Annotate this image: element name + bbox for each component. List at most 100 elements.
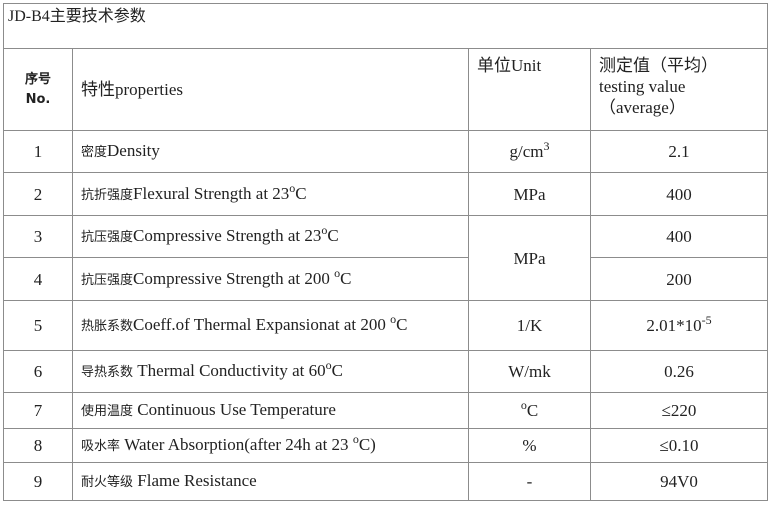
- row-no-text: 6: [33, 362, 43, 381]
- value-text: ≤0.10: [659, 436, 699, 455]
- header-value-text: 测定值（平均）testing value（average）: [599, 56, 718, 117]
- value: 2.1: [589, 130, 769, 173]
- unit-text: -: [526, 472, 533, 491]
- table-title: JD-B4主要技术参数: [2, 3, 769, 49]
- property-text: C: [340, 268, 352, 288]
- header-no-zh: 序号: [24, 71, 51, 87]
- row-no: 5: [3, 300, 73, 351]
- unit: %: [468, 428, 591, 463]
- header-value: 测定值（平均）testing value（average）: [589, 48, 769, 131]
- unit: oC: [468, 392, 591, 429]
- unit-text: %: [522, 436, 537, 455]
- row-no-text: 8: [33, 436, 43, 455]
- property-text: 耐火等级: [81, 475, 134, 490]
- property-text: Flame Resistance: [133, 471, 257, 490]
- value: 94V0: [589, 462, 769, 501]
- row-no: 7: [3, 392, 73, 429]
- property-text: Compressive Strength at 23: [133, 226, 322, 245]
- table-row: 2 抗折强度Flexural Strength at 23oC MPa 400: [3, 172, 769, 216]
- property-text: Water Absorption(after 24h at 23: [120, 435, 353, 454]
- unit-sup: o: [520, 398, 527, 412]
- row-no: 1: [3, 130, 73, 173]
- value: 200: [589, 257, 769, 301]
- unit-text: C: [526, 401, 539, 420]
- property-text: 密度: [81, 145, 108, 160]
- row-no: 8: [3, 428, 73, 463]
- table-row: 5 热胀系数Coeff.of Thermal Expansionat at 200…: [3, 300, 769, 351]
- property-text: C): [358, 435, 376, 454]
- header-row: 序号 No. 特性properties 单位Unit 测定值（平均）testing…: [3, 48, 769, 131]
- header-property: 特性properties: [72, 48, 469, 131]
- header-unit-text: 单位Unit: [477, 56, 542, 75]
- property-text: Flexural Strength at 23: [133, 183, 290, 203]
- table-row: 9 耐火等级 Flame Resistance - 94V0: [3, 462, 769, 501]
- property-text: 使用温度: [81, 404, 134, 419]
- table-row: 1 密度Density g/cm3 2.1: [3, 130, 769, 173]
- unit-text: 1/K: [516, 316, 543, 335]
- property-sup: o: [325, 358, 332, 372]
- value: 0.26: [589, 350, 769, 393]
- property-sup: o: [390, 312, 397, 326]
- value: 2.01*10-5: [589, 300, 769, 351]
- property: 导热系数 Thermal Conductivity at 60oC: [72, 350, 469, 393]
- unit: MPa: [468, 215, 591, 301]
- row-no-text: 7: [33, 401, 43, 420]
- row-no: 9: [3, 462, 73, 501]
- value: 400: [589, 215, 769, 258]
- spec-table: JD-B4主要技术参数 序号 No. 特性properties 单位Unit 测定…: [2, 3, 769, 501]
- unit: 1/K: [468, 300, 591, 351]
- property: 使用温度 Continuous Use Temperature: [72, 392, 469, 429]
- table-row: 4 抗压强度Compressive Strength at 200 oC 200: [3, 257, 769, 301]
- property-text: C: [396, 315, 408, 334]
- property: 抗压强度Compressive Strength at 200 oC: [72, 257, 469, 301]
- value-text: ≤220: [661, 401, 697, 420]
- unit: -: [468, 462, 591, 501]
- unit-text: MPa: [513, 184, 546, 204]
- property-text: Density: [107, 141, 160, 160]
- header-no: 序号 No.: [3, 48, 73, 131]
- property-text: Compressive Strength at 200: [133, 268, 335, 288]
- row-no-text: 3: [33, 227, 43, 246]
- value-text: 2.1: [668, 142, 690, 161]
- value: 400: [589, 172, 769, 216]
- row-no-text: 4: [33, 269, 43, 289]
- value: ≤220: [589, 392, 769, 429]
- property-text: 导热系数: [81, 365, 134, 380]
- unit: MPa: [468, 172, 591, 216]
- property-text: 抗压强度: [81, 230, 134, 245]
- property-sup: o: [289, 180, 296, 195]
- unit: W/mk: [468, 350, 591, 393]
- row-no-text: 5: [33, 316, 43, 335]
- property-text: Coeff.of Thermal Expansionat at 200: [133, 315, 391, 334]
- property-text: Continuous Use Temperature: [133, 400, 336, 419]
- property-text: 热胀系数: [81, 319, 134, 334]
- property-text: C: [331, 361, 343, 380]
- row-no: 6: [3, 350, 73, 393]
- unit-sup: 3: [543, 139, 550, 153]
- row-no-text: 1: [33, 142, 43, 161]
- value-text: 200: [666, 269, 692, 289]
- unit-text: MPa: [513, 248, 546, 268]
- title-row: JD-B4主要技术参数: [2, 3, 769, 49]
- row-no: 4: [3, 257, 73, 301]
- title-text: JD-B4主要技术参数: [8, 8, 146, 25]
- value-text: 0.26: [664, 362, 694, 381]
- property-sup: o: [321, 223, 328, 237]
- row-no: 3: [3, 215, 73, 258]
- row-no-text: 2: [33, 184, 43, 204]
- table-row: 8 吸水率 Water Absorption(after 24h at 23 oC…: [3, 428, 769, 463]
- property-sup: o: [352, 432, 359, 446]
- value-text: 2.01*10: [646, 316, 702, 335]
- value-text: 400: [666, 184, 692, 204]
- unit: g/cm3: [468, 130, 591, 173]
- property-text: 抗压强度: [81, 272, 134, 288]
- property: 密度Density: [72, 130, 469, 173]
- table-row: 7 使用温度 Continuous Use Temperature oC ≤220: [3, 392, 769, 429]
- row-no-text: 9: [33, 472, 43, 491]
- property-text: 吸水率: [81, 439, 121, 454]
- header-no-en: No.: [25, 91, 51, 107]
- property-text: 抗折强度: [81, 187, 134, 203]
- header-unit: 单位Unit: [468, 48, 591, 131]
- table-row: 3 抗压强度Compressive Strength at 23oC MPa 400: [3, 215, 769, 301]
